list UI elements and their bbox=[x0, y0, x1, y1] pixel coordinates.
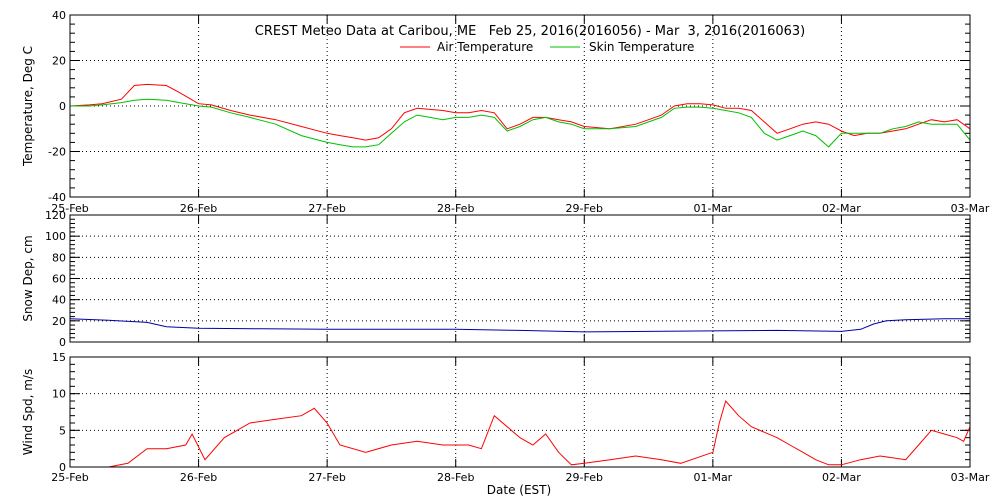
y-tick-label: 0 bbox=[59, 100, 66, 113]
series-line-1-2 bbox=[70, 98, 971, 148]
y-tick-label: 20 bbox=[52, 55, 66, 68]
plot-panels: -40 -20 0 20 40 25-Feb 26-Feb 27-Feb 28-Feb 29-Fe… bbox=[21, 9, 990, 484]
legend: Air Temperature Skin Temperature bbox=[400, 40, 694, 54]
legend-label: Skin Temperature bbox=[589, 40, 694, 54]
y-axis-label: Temperature, Deg C bbox=[21, 46, 35, 167]
y-tick-label: 10 bbox=[52, 388, 66, 401]
y-tick-label: 40 bbox=[52, 9, 66, 22]
x-tick-label: 25-Feb bbox=[51, 471, 88, 484]
x-tick-label: 28-Feb bbox=[437, 202, 474, 215]
y-tick-label: 5 bbox=[59, 424, 66, 437]
y-axis-label: Wind Spd, m/s bbox=[21, 369, 35, 455]
series-line-3-1 bbox=[70, 399, 971, 468]
x-tick-label: 26-Feb bbox=[180, 202, 217, 215]
y-tick-label: -20 bbox=[48, 146, 66, 159]
y-tick-label: 0 bbox=[59, 336, 66, 349]
y-tick-label: 100 bbox=[45, 230, 66, 243]
y-axis-label: Snow Dep, cm bbox=[21, 235, 35, 321]
x-tick-label: 26-Feb bbox=[180, 471, 217, 484]
y-tick-label: -40 bbox=[48, 191, 66, 204]
x-tick-label: 29-Feb bbox=[566, 471, 603, 484]
chart-title: CREST Meteo Data at Caribou, ME Feb 25, … bbox=[255, 24, 805, 39]
x-tick-label: 01-Mar bbox=[693, 471, 732, 484]
x-tick-label: 28-Feb bbox=[437, 471, 474, 484]
series-line-2-1 bbox=[69, 318, 970, 333]
y-tick-label: 20 bbox=[52, 315, 66, 328]
panel-1: -40 -20 0 20 40 25-Feb 26-Feb 27-Feb 28-Feb 29-Fe… bbox=[21, 9, 990, 215]
x-axis-label: Date (EST) bbox=[487, 483, 551, 497]
x-tick-label: 27-Feb bbox=[308, 202, 345, 215]
panel-3: 0 5 10 15 25-Feb 26-Feb 27-Feb 28-Feb 29-Feb 01-M… bbox=[21, 351, 990, 484]
x-tick-label: 01-Mar bbox=[693, 202, 732, 215]
y-tick-label: 15 bbox=[52, 351, 66, 364]
y-tick-label: 60 bbox=[52, 273, 66, 286]
x-tick-label: 02-Mar bbox=[822, 471, 861, 484]
y-tick-label: 80 bbox=[52, 251, 66, 264]
series-line-1-1 bbox=[69, 83, 971, 141]
x-tick-label: 02-Mar bbox=[822, 202, 861, 215]
plot-frame bbox=[69, 14, 971, 198]
x-tick-label: 29-Feb bbox=[566, 202, 603, 215]
legend-label: Air Temperature bbox=[437, 40, 533, 54]
plot-frame bbox=[69, 214, 971, 343]
plot-frame bbox=[69, 356, 971, 468]
panel-2: 0 20 40 60 80 100 120 Snow Dep, cm bbox=[21, 209, 971, 349]
x-tick-label: 03-Mar bbox=[951, 202, 990, 215]
x-tick-label: 25-Feb bbox=[51, 202, 88, 215]
y-tick-label: 40 bbox=[52, 294, 66, 307]
x-tick-label: 27-Feb bbox=[308, 471, 345, 484]
y-tick-label: 120 bbox=[45, 209, 66, 222]
x-tick-label: 03-Mar bbox=[951, 471, 990, 484]
y-tick-label: 0 bbox=[59, 461, 66, 474]
